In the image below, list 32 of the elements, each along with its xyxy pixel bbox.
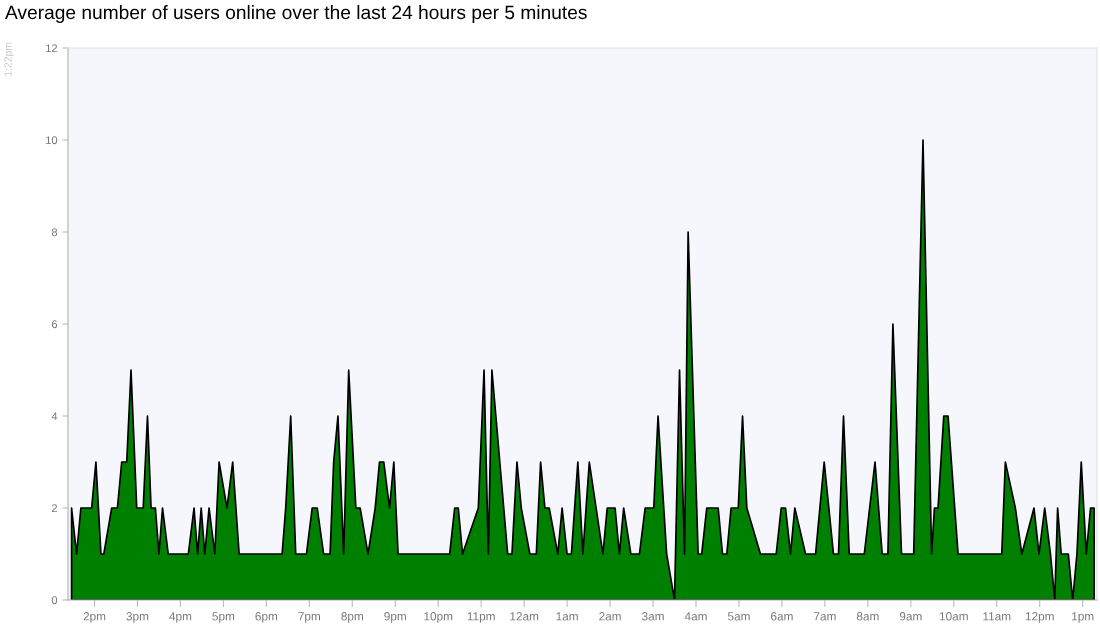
x-tick-label: 5pm bbox=[212, 612, 235, 623]
x-tick-label: 3am bbox=[642, 612, 664, 621]
x-tick-label: 11pm bbox=[467, 612, 495, 623]
x-tick-label: 8pm bbox=[341, 612, 363, 623]
x-tick-label: 7am bbox=[814, 612, 836, 621]
x-tick-label: 9am bbox=[899, 612, 922, 621]
x-tick-label: 2pm bbox=[83, 612, 106, 623]
x-tick-label: 6pm bbox=[255, 612, 278, 623]
x-tick-label: 9pm bbox=[384, 612, 406, 623]
x-tick-label: 5am bbox=[727, 612, 750, 621]
x-tick-label: 7pm bbox=[298, 612, 321, 623]
x-tick-label: 1pm bbox=[1072, 612, 1094, 623]
x-tick-label: 12am bbox=[510, 612, 539, 621]
x-tick-label: 4am bbox=[684, 612, 707, 621]
y-tick-label: 2 bbox=[51, 504, 58, 513]
x-tick-label: 10pm bbox=[424, 612, 453, 623]
x-tick-label: 8am bbox=[856, 612, 879, 621]
x-tick-label: 10am bbox=[939, 612, 968, 621]
y-tick-label: 6 bbox=[51, 320, 58, 329]
x-tick-label: 2am bbox=[599, 612, 621, 621]
x-tick-label: 11am bbox=[983, 612, 1011, 621]
x-tick-label: 1am bbox=[556, 612, 578, 621]
x-tick-label: 3pm bbox=[126, 612, 149, 623]
y-tick-label: 12 bbox=[46, 44, 58, 53]
x-tick-label: 12pm bbox=[1025, 612, 1054, 623]
chart-title: Average number of users online over the last 24 hours per 5 minutes bbox=[5, 5, 587, 23]
y-tick-label: 4 bbox=[51, 412, 58, 421]
y-tick-label: 0 bbox=[51, 596, 58, 605]
x-tick-label: 6am bbox=[771, 612, 793, 621]
y-tick-label: 8 bbox=[51, 228, 58, 237]
y-tick-label: 10 bbox=[46, 136, 58, 145]
x-tick-label: 4pm bbox=[169, 612, 192, 623]
